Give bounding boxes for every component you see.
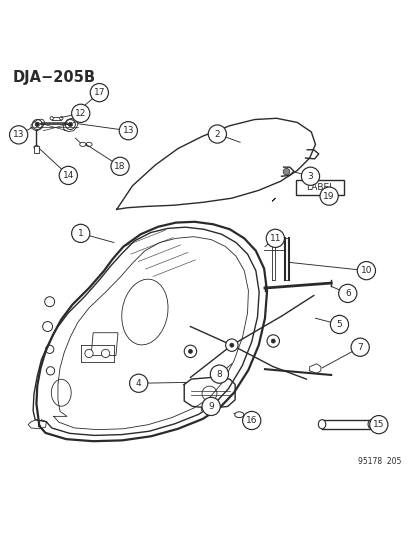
Text: 13: 13: [122, 126, 134, 135]
Text: 5: 5: [336, 320, 342, 329]
Text: 10: 10: [360, 266, 371, 275]
Text: 14: 14: [62, 171, 74, 180]
Text: 9: 9: [208, 402, 214, 411]
Circle shape: [111, 157, 129, 175]
Circle shape: [242, 411, 260, 430]
Circle shape: [9, 126, 28, 144]
Circle shape: [184, 345, 196, 358]
Ellipse shape: [79, 142, 86, 147]
Ellipse shape: [50, 117, 53, 120]
Text: 11: 11: [269, 234, 280, 243]
Ellipse shape: [234, 412, 243, 418]
Circle shape: [229, 343, 233, 347]
Circle shape: [282, 168, 289, 175]
Circle shape: [369, 416, 387, 434]
Circle shape: [71, 104, 90, 123]
Circle shape: [35, 123, 39, 126]
Text: 95178  205: 95178 205: [357, 457, 401, 466]
Circle shape: [330, 316, 348, 334]
Text: 8: 8: [216, 370, 222, 378]
Circle shape: [59, 166, 77, 184]
Circle shape: [90, 84, 108, 102]
Circle shape: [202, 397, 220, 416]
Circle shape: [271, 339, 275, 343]
Circle shape: [208, 125, 226, 143]
Circle shape: [266, 335, 279, 347]
Circle shape: [68, 123, 72, 126]
Circle shape: [338, 284, 356, 303]
Circle shape: [301, 167, 319, 185]
Circle shape: [119, 122, 137, 140]
Circle shape: [210, 365, 228, 383]
Text: 3: 3: [307, 172, 313, 181]
Text: DJA−205B: DJA−205B: [12, 70, 95, 85]
Circle shape: [266, 229, 284, 247]
Ellipse shape: [86, 142, 92, 147]
Circle shape: [319, 187, 337, 205]
Text: 18: 18: [114, 162, 126, 171]
Circle shape: [188, 349, 192, 353]
Text: 15: 15: [372, 420, 384, 429]
Circle shape: [129, 374, 147, 392]
Circle shape: [225, 339, 237, 351]
Ellipse shape: [76, 110, 82, 114]
Circle shape: [85, 349, 93, 358]
Bar: [295, 180, 343, 195]
Text: 2: 2: [214, 130, 220, 139]
Ellipse shape: [34, 146, 39, 149]
Text: 1: 1: [78, 229, 83, 238]
Ellipse shape: [201, 407, 206, 411]
Text: 19: 19: [323, 192, 334, 200]
Text: 4: 4: [135, 379, 141, 387]
Bar: [34, 147, 38, 152]
Circle shape: [71, 224, 90, 243]
Text: 6: 6: [344, 289, 350, 298]
Circle shape: [101, 349, 109, 358]
Ellipse shape: [367, 419, 375, 429]
Ellipse shape: [59, 117, 63, 120]
Circle shape: [356, 262, 375, 280]
Text: 13: 13: [13, 131, 24, 139]
Text: 17: 17: [93, 88, 105, 97]
Ellipse shape: [318, 419, 325, 429]
Text: LABEL: LABEL: [305, 183, 333, 192]
Text: 16: 16: [245, 416, 257, 425]
Circle shape: [350, 338, 368, 357]
Text: 12: 12: [75, 109, 86, 118]
Text: 7: 7: [356, 343, 362, 352]
